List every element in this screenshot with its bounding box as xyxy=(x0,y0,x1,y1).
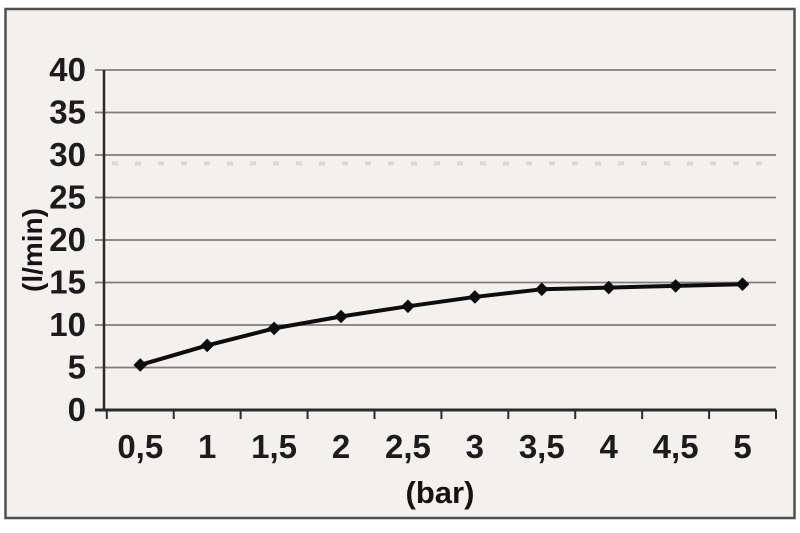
data-point-marker xyxy=(334,309,348,324)
chart-frame xyxy=(4,7,796,520)
y-tick-label: 30 xyxy=(49,136,86,173)
data-point-marker xyxy=(735,277,750,291)
x-tick-label: 3 xyxy=(466,428,484,465)
gridlines xyxy=(95,69,776,369)
data-point-marker xyxy=(401,299,415,314)
axes xyxy=(95,70,777,419)
y-tick-label: 20 xyxy=(49,221,86,258)
data-series xyxy=(133,277,750,372)
y-tick-label: 25 xyxy=(49,179,86,216)
x-tick-label: 4,5 xyxy=(653,428,699,465)
x-tick-label: 3,5 xyxy=(519,428,565,465)
y-tick-label: 35 xyxy=(49,94,86,131)
flow-curve-line xyxy=(138,282,745,367)
data-point-marker xyxy=(468,290,482,304)
x-tick-label: 4 xyxy=(600,428,619,465)
x-tick-label: 1 xyxy=(198,428,216,465)
y-tick-label: 40 xyxy=(49,51,86,88)
data-point-marker xyxy=(133,358,148,372)
x-axis-label: (bar) xyxy=(406,475,475,510)
data-point-marker xyxy=(668,279,683,293)
data-point-marker xyxy=(267,321,281,336)
y-tick-label: 5 xyxy=(68,349,86,386)
y-tick-label: 10 xyxy=(49,306,86,343)
x-tick-label: 2,5 xyxy=(385,428,431,465)
y-tick-label: 15 xyxy=(49,264,86,301)
x-tick-label: 5 xyxy=(733,428,751,465)
data-point-marker xyxy=(601,280,616,295)
x-tick-label: 2 xyxy=(332,428,350,465)
y-axis-label: (l/min) xyxy=(17,208,48,292)
tick-labels: 0 5 10 15 20 25 30 35 40 0,5 1 1,5 2 2,5 3 3,5 4 4,5 5 xyxy=(49,51,751,465)
x-tick-label: 0,5 xyxy=(117,428,163,465)
x-tick-label: 1,5 xyxy=(251,428,297,465)
y-tick-label: 0 xyxy=(68,391,86,428)
data-point-marker xyxy=(534,282,549,297)
data-point-marker xyxy=(200,338,214,353)
